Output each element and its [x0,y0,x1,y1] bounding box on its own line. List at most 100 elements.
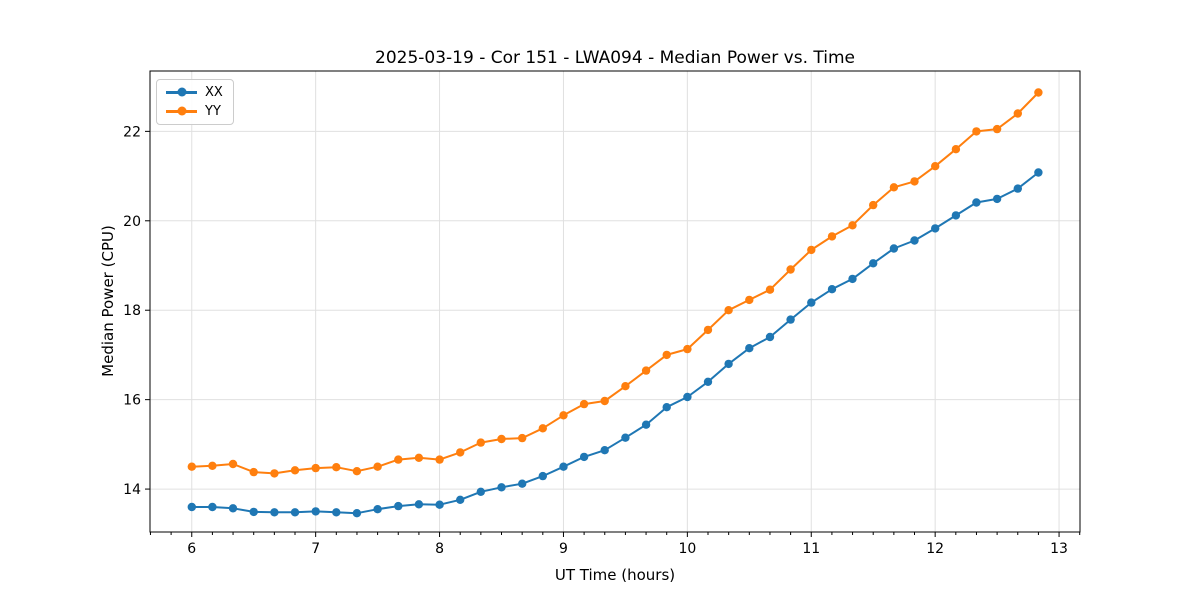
data-point-marker [373,462,382,471]
data-point-marker [786,265,795,274]
data-point-marker [848,274,857,284]
data-point-marker [724,306,733,315]
data-point-marker [518,479,527,488]
data-point-marker [435,455,444,464]
data-point-marker [641,366,651,375]
data-point-marker [1013,184,1022,193]
data-point-marker [228,459,238,469]
data-point-marker [208,502,217,512]
data-point-marker [683,344,692,354]
data-point-marker [1034,88,1043,97]
data-point-marker [456,495,465,504]
data-point-marker [827,285,837,294]
data-point-marker [352,467,362,476]
data-point-marker [703,377,713,386]
data-point-marker [745,344,754,353]
data-point-marker [931,224,940,233]
legend-item-yy: YY [166,105,223,118]
x-tick-label: 10 [678,541,696,557]
data-point-marker [765,332,775,342]
data-point-marker [1013,109,1022,118]
data-point-marker [414,500,424,509]
y-tick-label: 22 [123,124,141,140]
data-point-marker [972,198,981,207]
data-point-marker [889,183,899,192]
data-point-marker [889,244,899,253]
series-xx [187,168,1043,518]
x-tick-label: 9 [559,541,568,557]
data-point-marker [290,466,300,475]
data-point-marker [497,483,506,492]
data-point-marker [414,453,424,462]
data-point-marker [600,396,609,406]
legend-line-marker-xx [166,87,197,97]
data-point-marker [476,487,485,496]
x-tick-label: 7 [311,541,320,557]
data-point-marker [951,211,961,220]
legend: XX YY [156,79,234,125]
data-point-marker [187,462,196,471]
data-point-marker [662,350,671,360]
data-point-marker [992,124,1002,134]
data-point-marker [910,236,919,245]
data-point-marker [311,507,320,516]
legend-label-xx: XX [205,85,223,100]
legend-line-marker-yy [166,106,197,116]
data-point-marker [683,392,692,402]
data-point-marker [270,508,279,517]
data-point-marker [373,505,382,514]
data-point-marker [311,463,320,473]
data-point-marker [538,424,547,433]
data-point-marker [435,500,444,509]
axes-spines [149,70,1081,533]
data-point-marker [662,403,671,412]
y-tick-label: 18 [123,303,141,319]
data-point-marker [765,285,775,294]
chart-title: 2025-03-19 - Cor 151 - LWA094 - Median P… [375,48,855,68]
data-point-marker [621,433,630,442]
data-point-marker [518,433,527,443]
data-point-marker [187,502,196,512]
data-point-marker [1034,168,1043,177]
series-line [191,91,1040,475]
x-tick-label: 11 [802,541,820,557]
data-point-marker [290,508,300,517]
y-tick-label: 20 [123,214,141,230]
data-point-marker [807,298,816,307]
tick-labels: 6 7 8 9 10 11 12 13 14 16 18 20 22 [123,124,1068,557]
grid-lines [150,71,1080,532]
x-tick-label: 12 [926,541,944,557]
data-point-marker [869,259,878,268]
data-point-marker [270,469,279,478]
data-point-marker [579,399,589,409]
x-tick-label: 8 [435,541,444,557]
data-point-marker [745,295,754,305]
series-yy [187,88,1043,478]
x-tick-label: 6 [187,541,196,557]
data-point-marker [228,504,238,513]
x-tick-label: 13 [1050,541,1068,557]
axis-ticks [145,130,1081,537]
legend-item-xx: XX [166,86,223,99]
data-point-marker [786,315,795,324]
data-point-marker [827,232,837,241]
data-point-marker [208,461,217,470]
data-point-marker [332,463,341,472]
data-point-marker [538,471,547,481]
data-point-marker [476,438,485,447]
data-point-marker [869,200,878,210]
data-point-marker [352,509,362,518]
y-tick-label: 16 [123,393,141,409]
data-point-marker [600,446,609,455]
data-point-marker [972,127,981,136]
data-point-marker [807,245,816,255]
data-point-marker [559,411,568,420]
y-tick-label: 14 [123,482,141,498]
data-point-marker [703,325,713,335]
data-point-marker [249,507,258,517]
series-line [191,171,1040,515]
data-point-marker [394,501,403,511]
data-point-marker [910,177,919,186]
